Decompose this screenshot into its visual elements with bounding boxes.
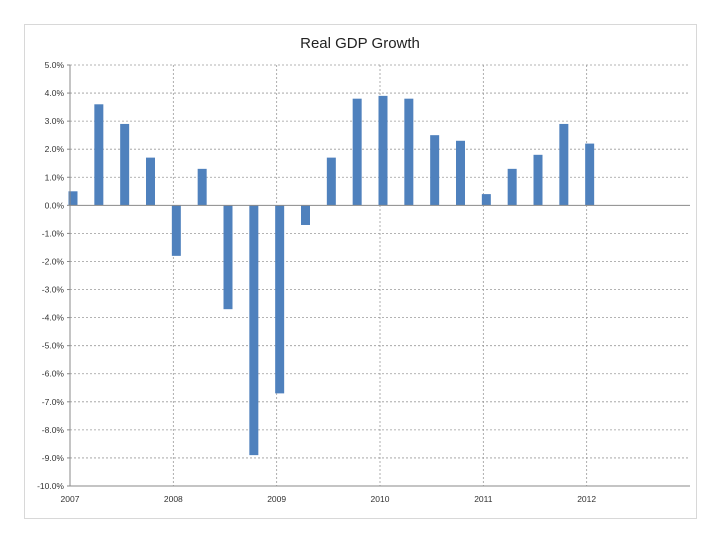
y-tick-label: 5.0%	[45, 60, 65, 70]
y-tick-label: -3.0%	[42, 285, 65, 295]
bar	[585, 143, 595, 206]
bar	[533, 154, 543, 206]
bar	[326, 157, 336, 206]
x-tick-label: 2011	[474, 494, 493, 504]
y-tick-label: -1.0%	[42, 228, 65, 238]
bar	[249, 205, 259, 456]
y-tick-label: 3.0%	[45, 116, 65, 126]
x-tick-label: 2007	[61, 494, 80, 504]
y-tick-labels: 5.0% 4.0% 3.0% 2.0% 1.0% 0.0% -1.0% -2.0% -3.0% -…	[37, 60, 64, 491]
axes	[67, 64, 690, 487]
y-tick-label: -7.0%	[42, 397, 65, 407]
y-tick-label: -4.0%	[42, 313, 65, 323]
x-tick-label: 2009	[267, 494, 286, 504]
bar	[559, 123, 569, 206]
bar	[120, 123, 130, 206]
y-tick-label: -6.0%	[42, 369, 65, 379]
bar	[481, 194, 491, 206]
chart-title: Real GDP Growth	[300, 35, 420, 52]
y-tick-label: -10.0%	[37, 481, 64, 491]
bar	[404, 98, 414, 206]
bar	[223, 205, 233, 310]
bar	[378, 95, 388, 206]
bar	[68, 191, 78, 206]
bar	[301, 205, 310, 225]
x-tick-label: 2012	[577, 494, 596, 504]
bar	[352, 98, 362, 206]
bar	[507, 168, 517, 206]
bar	[197, 168, 207, 206]
y-tick-label: -8.0%	[42, 425, 65, 435]
bar	[171, 205, 181, 256]
y-tick-label: 0.0%	[45, 200, 65, 210]
y-tick-label: -9.0%	[42, 453, 65, 463]
x-tick-label: 2008	[164, 494, 183, 504]
bar	[146, 157, 155, 206]
bar	[275, 205, 285, 394]
x-tick-label: 2010	[371, 494, 390, 504]
x-tick-labels: 2007 2008 2009 2010 2011 2012	[61, 494, 597, 504]
bar	[94, 104, 104, 206]
y-tick-label: 4.0%	[45, 88, 65, 98]
bar-series	[68, 95, 595, 456]
bar	[430, 135, 440, 206]
y-tick-label: 2.0%	[45, 144, 65, 154]
y-tick-label: 1.0%	[45, 172, 65, 182]
y-tick-label: -2.0%	[42, 256, 65, 266]
y-tick-label: -5.0%	[42, 341, 65, 351]
bar	[456, 140, 465, 206]
